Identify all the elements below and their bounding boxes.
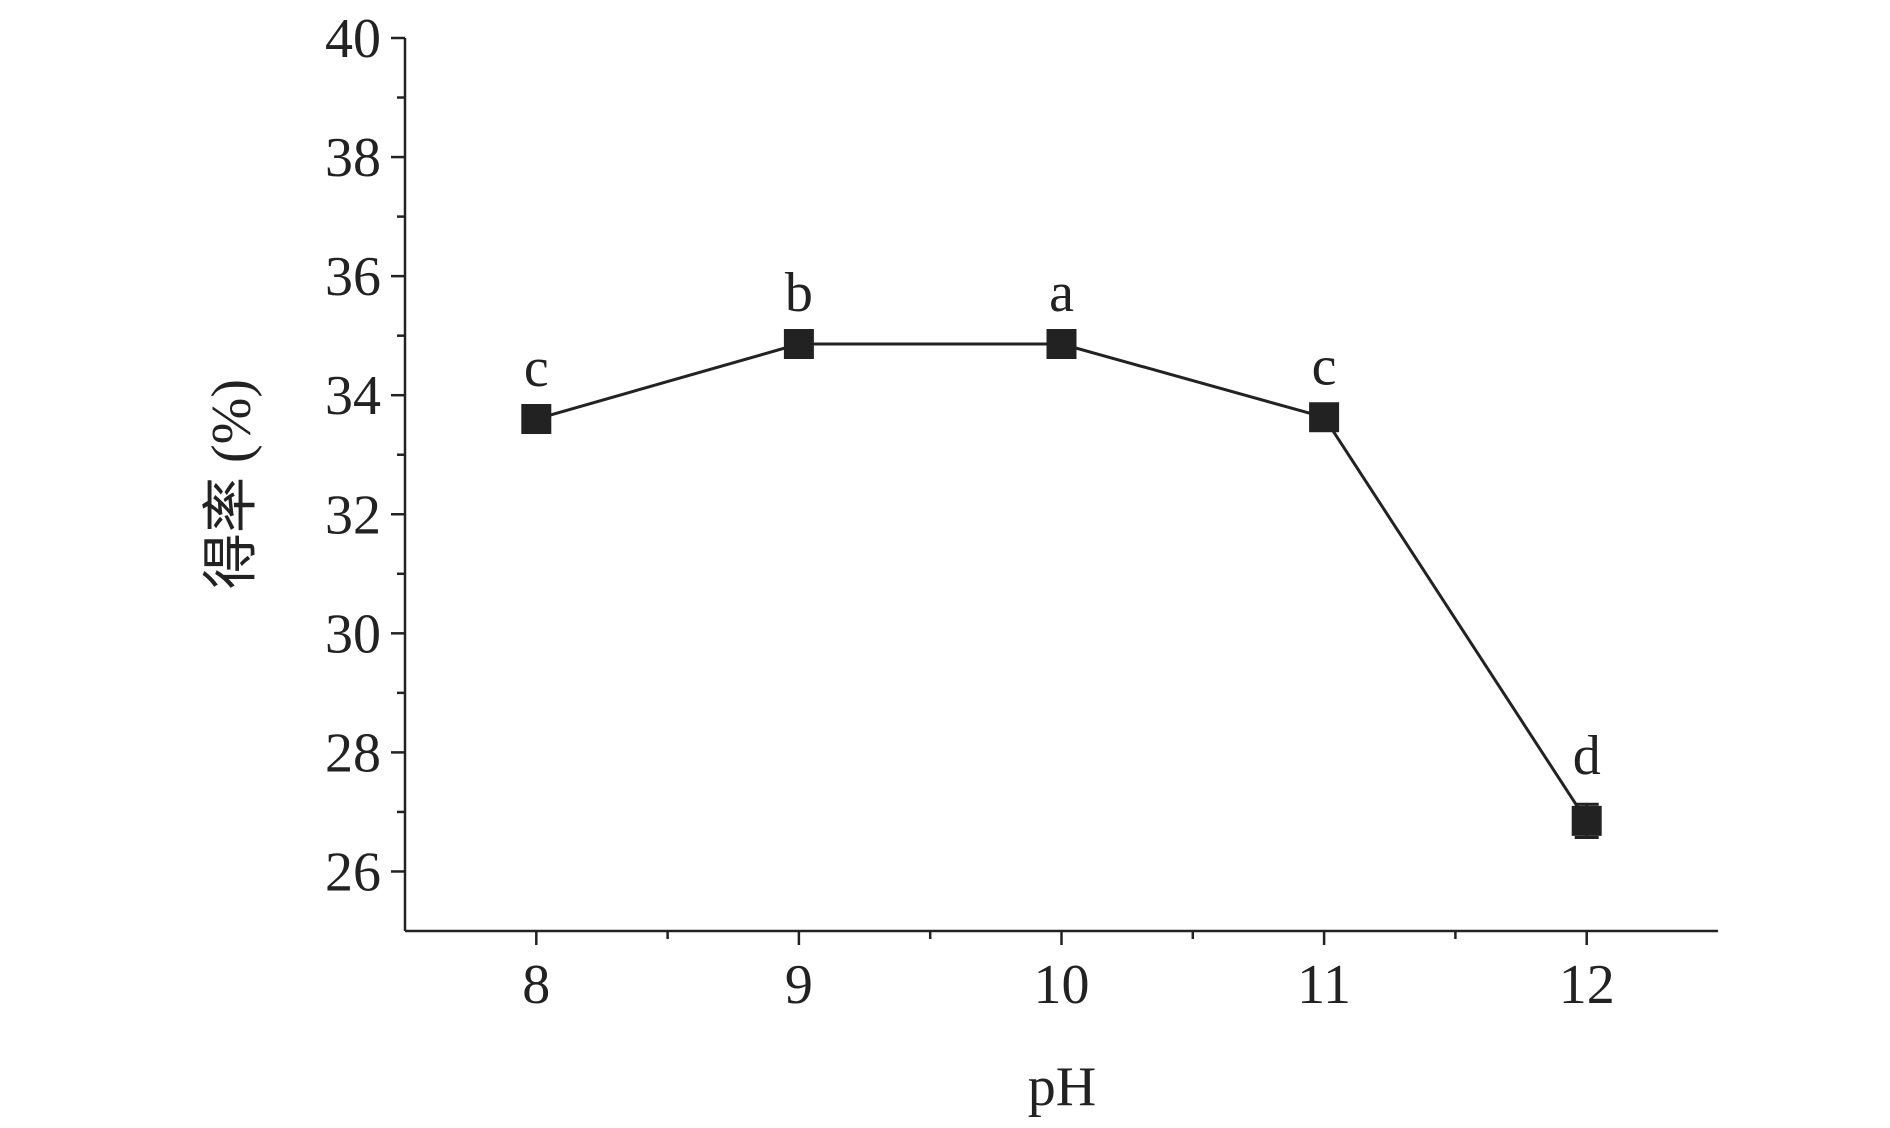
y-axis-label: 得率 (%) <box>201 379 263 589</box>
x-tick-label: 8 <box>522 954 550 1016</box>
series-line <box>535 342 1588 822</box>
y-tick-label: 34 <box>325 365 381 427</box>
marker <box>1046 329 1077 360</box>
marker <box>521 404 552 435</box>
x-tick-label: 9 <box>785 954 813 1016</box>
x-tick-label: 12 <box>1559 954 1615 1016</box>
x-tick-label: 11 <box>1297 954 1351 1016</box>
y-tick-label: 28 <box>325 722 381 784</box>
y-tick-label: 36 <box>325 246 381 308</box>
significance-label: c <box>1312 335 1337 397</box>
marker <box>1571 805 1602 836</box>
x-axis-label: pH <box>1028 1056 1096 1118</box>
significance-label: d <box>1573 725 1601 787</box>
significance-label: a <box>1049 262 1074 324</box>
y-tick-label: 40 <box>325 8 381 70</box>
x-tick-label: 10 <box>1034 954 1090 1016</box>
significance-label: b <box>785 262 813 324</box>
y-tick-label: 26 <box>325 841 381 903</box>
marker <box>783 329 814 360</box>
significance-label: c <box>524 337 549 399</box>
y-tick-label: 38 <box>325 127 381 189</box>
y-tick-label: 30 <box>325 603 381 665</box>
y-tick-label: 32 <box>325 484 381 546</box>
marker <box>1309 402 1340 433</box>
